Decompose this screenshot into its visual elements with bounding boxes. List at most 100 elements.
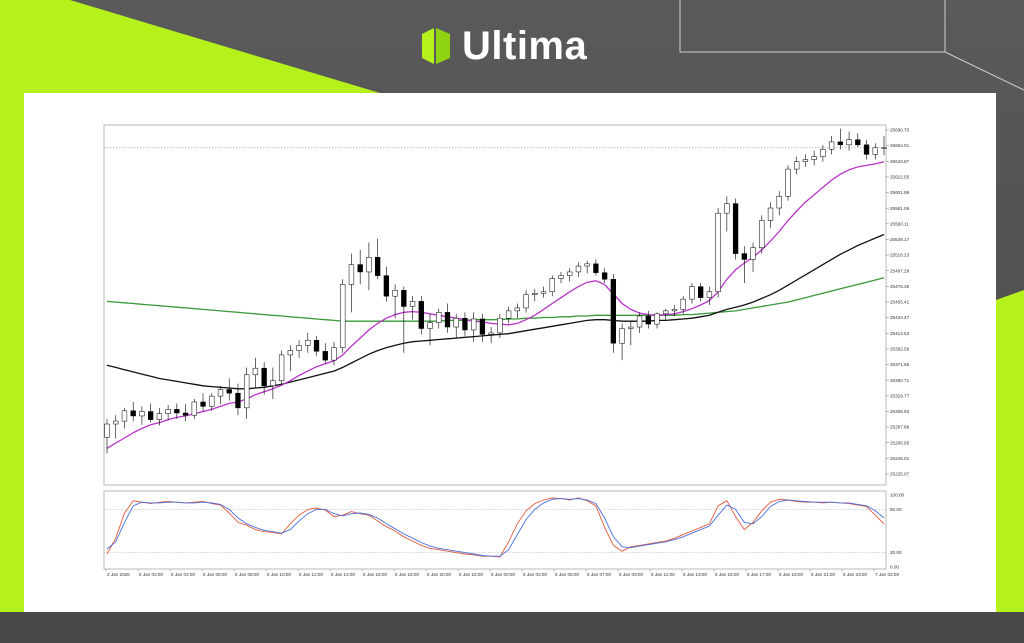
candle-body — [235, 392, 241, 409]
x-tick-label: 6 Jan 00:00 — [491, 572, 515, 577]
stoch-y-tick-label: 20.00 — [890, 550, 902, 555]
x-tick-label: 5 Jan 04:00 — [171, 572, 195, 577]
y-tick-label: 25455.41 — [890, 300, 910, 305]
candle-body — [698, 286, 704, 298]
brand-mark-icon — [422, 28, 450, 64]
candle-body — [654, 313, 660, 325]
lime-stripe-right — [996, 290, 1024, 612]
y-tick-label: 25371.65 — [890, 362, 910, 367]
y-tick-label: 25246.01 — [890, 456, 910, 461]
x-tick-label: 5 Jan 20:00 — [427, 572, 451, 577]
candle-body — [811, 156, 817, 160]
candle-body — [322, 351, 328, 361]
candle-body — [383, 275, 390, 297]
candle-body — [182, 412, 189, 416]
x-tick-label: 6 Jan 02:00 — [523, 572, 547, 577]
y-tick-label: 25643.87 — [890, 159, 910, 164]
candle-body — [165, 409, 171, 414]
candle-body — [767, 207, 774, 221]
candle-body — [130, 410, 136, 417]
candle-body — [270, 380, 276, 387]
candle-body — [776, 196, 782, 209]
candle-body — [575, 265, 582, 273]
candle-body — [514, 307, 520, 312]
x-tick-label: 6 Jan 11:00 — [651, 572, 675, 577]
candle-body — [226, 389, 232, 394]
x-tick-label: 5 Jan 22:00 — [459, 572, 483, 577]
outline-decoration — [679, 0, 1024, 91]
brand-name: Ultima — [462, 23, 588, 68]
candle-body — [418, 301, 424, 329]
x-tick-label: 5 Jan 10:00 — [267, 572, 291, 577]
y-tick-label: 25329.77 — [890, 393, 910, 398]
candle-body — [497, 317, 503, 334]
candle-body — [436, 312, 442, 323]
candle-body — [619, 328, 625, 344]
brand-logo: Ultima — [418, 22, 587, 70]
candle-body — [794, 161, 800, 170]
candle-body — [741, 253, 747, 260]
y-tick-label: 25287.89 — [890, 425, 910, 430]
stoch-y-tick-label: 80.00 — [890, 507, 902, 512]
candle-body — [584, 263, 590, 267]
candle-body — [872, 147, 878, 155]
lime-stripe-left — [0, 93, 24, 612]
y-tick-label: 25497.29 — [890, 268, 910, 273]
candle-body — [444, 312, 451, 328]
y-tick-label: 25476.35 — [890, 284, 910, 289]
ma-mid-line — [106, 233, 885, 390]
candle-body — [374, 256, 381, 276]
candle-body — [785, 168, 791, 197]
candle-body — [636, 315, 643, 328]
y-tick-label: 25434.47 — [890, 315, 910, 320]
x-tick-label: 6 Jan 23:00 — [843, 572, 867, 577]
candle-body — [462, 317, 468, 331]
candle-body — [645, 315, 651, 325]
candle-body — [540, 291, 547, 294]
x-tick-label: 6 Jan 13:00 — [683, 572, 707, 577]
candle-body — [453, 317, 459, 328]
lime-stripe-top — [0, 0, 380, 93]
x-tick-label: 6 Jan 07:00 — [587, 572, 611, 577]
candle-body — [200, 401, 206, 407]
candle-body — [549, 278, 555, 293]
chart-canvas: NAS100, M30: NAS100 Cash Stoch(13,3,3) 6… — [103, 124, 910, 577]
x-tick-label: 6 Jan 09:00 — [619, 572, 643, 577]
candle-body — [628, 326, 634, 329]
candle-body — [479, 318, 486, 335]
y-tick-label: 25581.06 — [890, 206, 910, 211]
x-tick-label: 5 Jan 14:00 — [331, 572, 355, 577]
candle-body — [846, 139, 852, 146]
candle-body — [261, 367, 267, 387]
y-tick-label: 25225.07 — [890, 472, 910, 477]
candle-body — [523, 294, 529, 309]
y-tick-label: 25266.95 — [890, 440, 910, 445]
y-tick-label: 25560.11 — [890, 221, 909, 226]
x-tick-label: 6 Jan 15:00 — [715, 572, 739, 577]
candle-body — [471, 318, 477, 331]
candle-body — [139, 411, 145, 417]
main-plot-frame — [103, 124, 887, 486]
x-tick-label: 6 Jan 19:00 — [779, 572, 803, 577]
candle-body — [855, 139, 861, 146]
candle-body — [881, 147, 887, 149]
y-tick-label: 25601.99 — [890, 190, 910, 195]
candle-body — [401, 290, 407, 307]
y-tick-label: 25664.01 — [890, 143, 910, 148]
candle-body — [313, 340, 320, 352]
candle-body — [392, 290, 398, 297]
candle-body — [305, 340, 311, 346]
ma-slow-line — [106, 277, 885, 322]
y-tick-label: 25392.59 — [890, 347, 910, 352]
x-tick-label: 6 Jan 21:00 — [811, 572, 835, 577]
stoch-signal-line — [106, 498, 885, 557]
candle-body — [505, 310, 512, 319]
y-tick-label: 25350.71 — [890, 378, 910, 383]
candle-body — [357, 264, 363, 273]
candle-body — [174, 409, 180, 414]
candle-body — [706, 291, 713, 298]
candle-body — [837, 141, 843, 146]
candle-body — [802, 159, 809, 162]
stoch-y-tick-label: 0.00 — [890, 565, 899, 570]
candle-body — [209, 395, 215, 407]
